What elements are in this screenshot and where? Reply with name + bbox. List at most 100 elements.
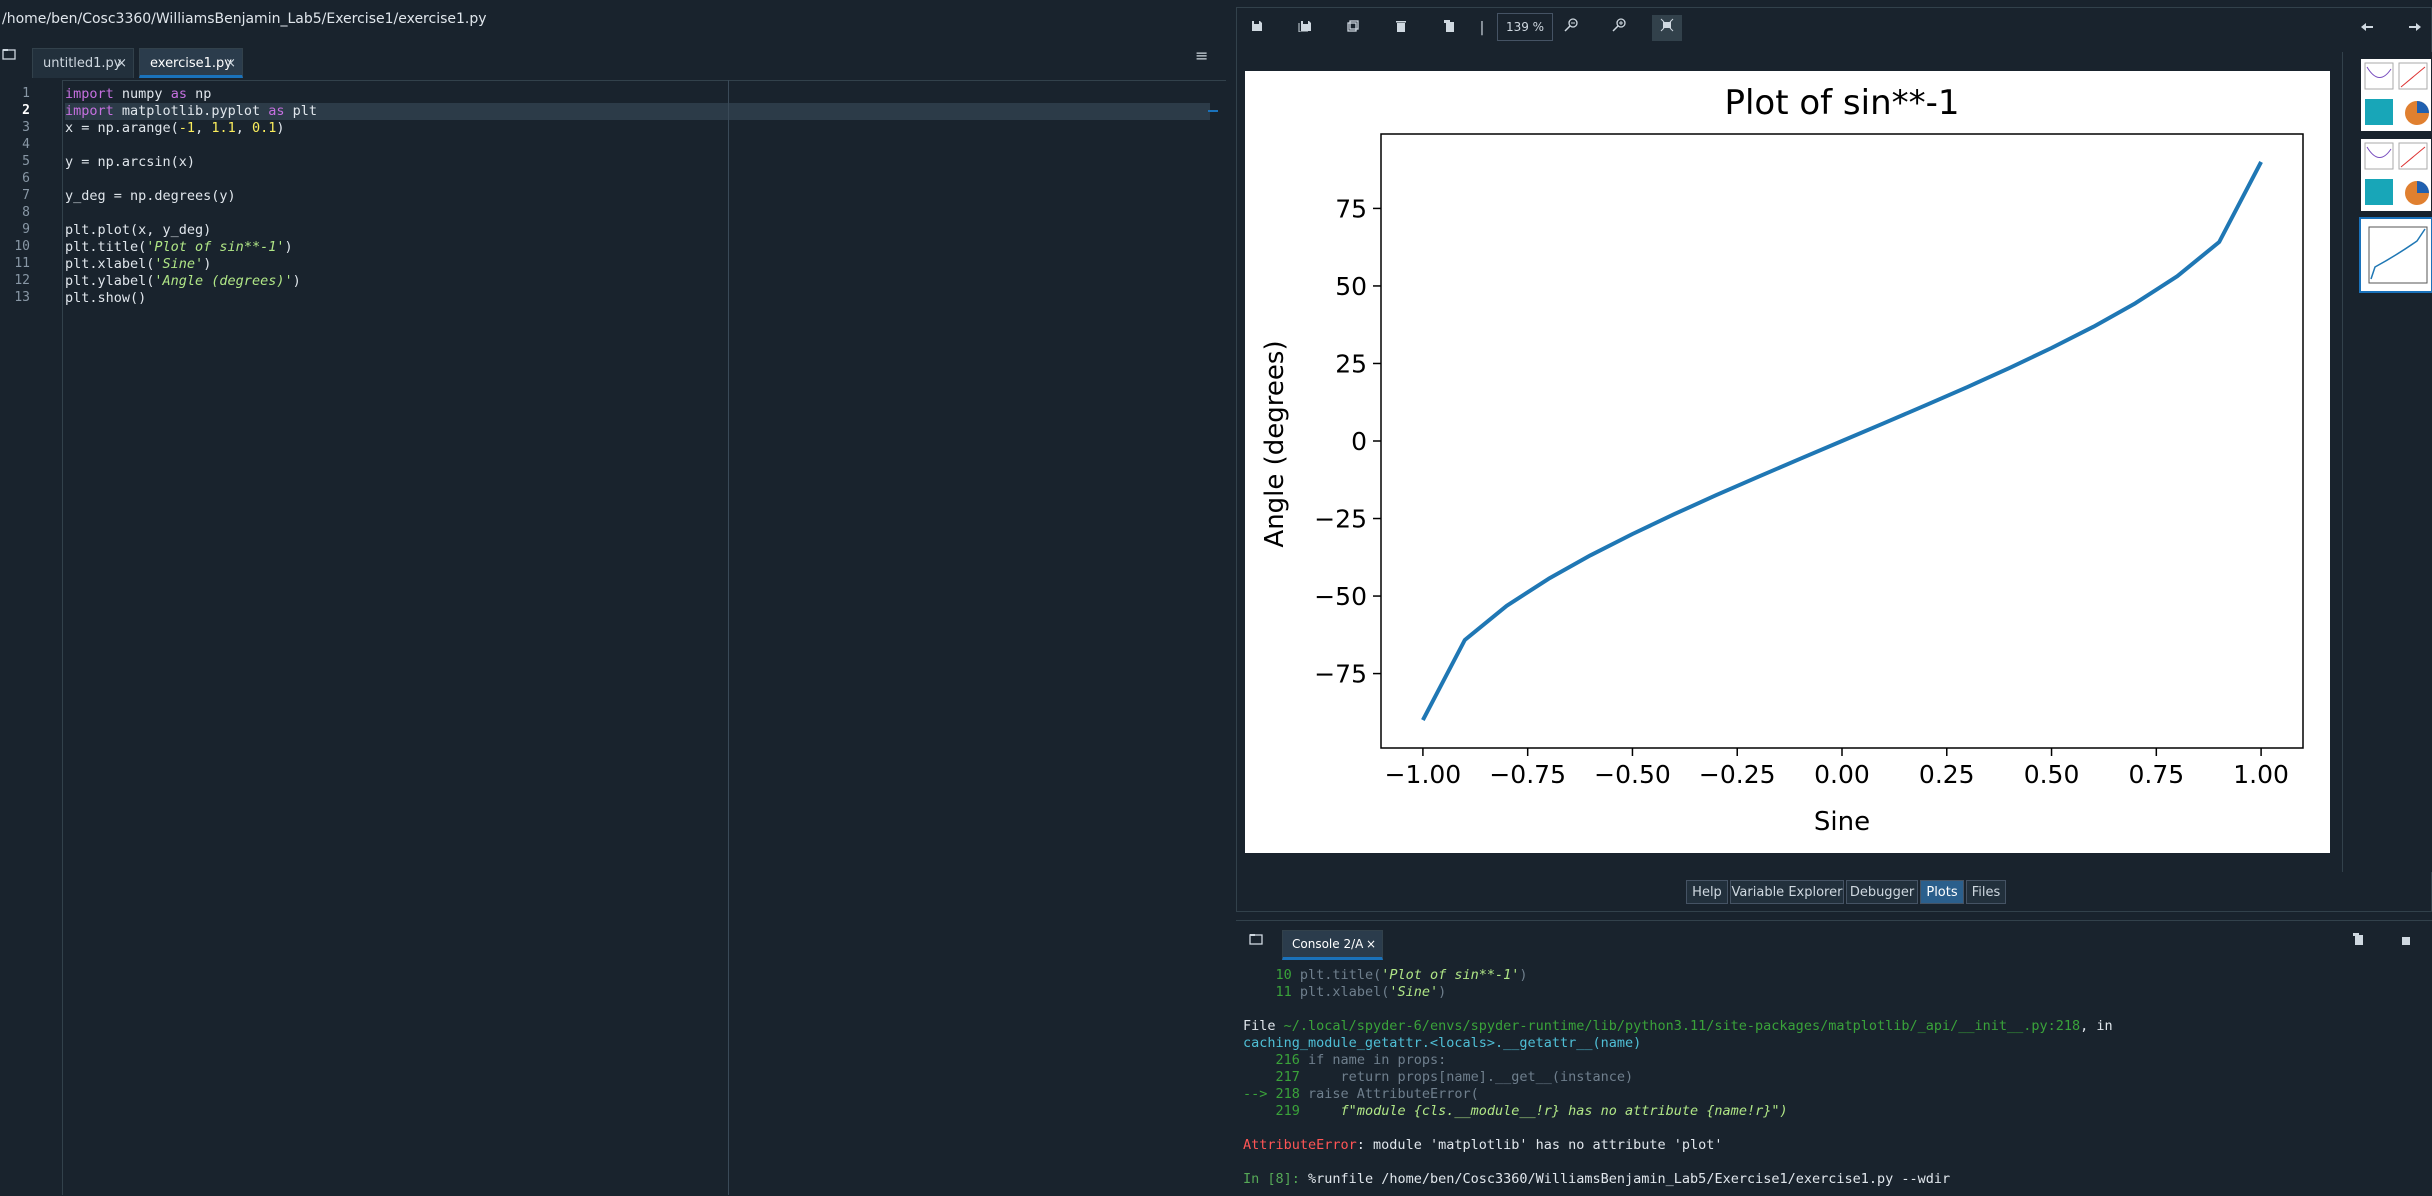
code-line[interactable]: import matplotlib.pyplot as plt	[65, 103, 1210, 120]
zoom-out-icon[interactable]	[1556, 15, 1586, 41]
next-icon[interactable]	[2400, 15, 2430, 41]
plot-thumbnail-selected[interactable]	[2359, 217, 2432, 293]
plot-thumbnail[interactable]	[2359, 137, 2432, 213]
plots-toolbar: |	[1236, 7, 2432, 49]
line-number: 3	[22, 120, 30, 135]
y-tick-label: −75	[1314, 660, 1367, 689]
line-number: 2	[22, 103, 30, 118]
tab-console[interactable]: Console 2/A ×	[1282, 930, 1383, 960]
delete-all-icon[interactable]	[1434, 15, 1464, 41]
code-line[interactable]: plt.plot(x, y_deg)	[65, 222, 212, 238]
console-line: 10 plt.title('Plot of sin**-1')	[1275, 967, 1528, 983]
line-number: 6	[22, 171, 30, 186]
code-line[interactable]: plt.ylabel('Angle (degrees)')	[65, 273, 301, 289]
plot-thumbnail[interactable]	[2359, 57, 2432, 133]
line-number: 9	[22, 222, 30, 237]
code-line[interactable]: y_deg = np.degrees(y)	[65, 188, 236, 204]
y-tick-label: 0	[1351, 427, 1367, 456]
code-line[interactable]: plt.xlabel('Sine')	[65, 256, 212, 272]
plot-thumbnails	[2342, 52, 2432, 872]
separator: |	[1479, 20, 1485, 36]
tab-plots[interactable]: Plots	[1920, 880, 1964, 904]
x-tick-label: −1.00	[1385, 760, 1462, 789]
console-line: 219 f"module {cls.__module__!r} has no a…	[1275, 1103, 1788, 1119]
fit-icon[interactable]	[1652, 15, 1682, 41]
file-path: /home/ben/Cosc3360/WilliamsBenjamin_Lab5…	[2, 11, 487, 27]
line-number: 7	[22, 188, 30, 203]
x-tick-label: 0.00	[1814, 760, 1870, 789]
x-axis-label: Sine	[1814, 807, 1870, 837]
close-icon[interactable]: ×	[1365, 937, 1376, 951]
line-number: 5	[22, 154, 30, 169]
close-icon[interactable]: ×	[225, 56, 236, 71]
x-tick-label: −0.75	[1489, 760, 1566, 789]
line-chart: Plot of sin**-1 Sine Angle (degrees) −1.…	[1260, 83, 2304, 837]
x-tick-label: 0.50	[2024, 760, 2080, 789]
line-number: 13	[14, 290, 30, 305]
save-all-icon[interactable]	[1290, 15, 1320, 41]
tab-label: Console 2/A	[1292, 937, 1364, 951]
y-tick-label: 50	[1335, 272, 1367, 301]
options-menu-icon[interactable]: ≡	[1195, 46, 1209, 65]
line-number: 1	[22, 86, 30, 101]
console-line: --> 218 raise AttributeError(	[1243, 1086, 1479, 1102]
code-line[interactable]: plt.title('Plot of sin**-1')	[65, 239, 293, 255]
edge-line	[728, 80, 729, 1195]
browse-tabs-icon[interactable]	[2, 48, 18, 62]
scroll-marker	[1208, 110, 1218, 112]
tab-untitled1[interactable]: untitled1.py ×	[32, 48, 134, 78]
line-number-gutter: 1 2 3 4 5 6 7 8 9 10 11 12 13	[0, 80, 63, 1195]
console-error-line: AttributeError: module 'matplotlib' has …	[1243, 1137, 1723, 1153]
tab-label: exercise1.py	[150, 56, 232, 71]
y-axis-label: Angle (degrees)	[1260, 340, 1290, 547]
series-line	[1421, 160, 2263, 722]
stop-icon[interactable]	[2401, 934, 2411, 950]
copy-icon[interactable]	[1338, 15, 1368, 41]
y-tick-label: −25	[1314, 505, 1367, 534]
console-line: File ~/.local/spyder-6/envs/spyder-runti…	[1243, 1018, 2113, 1034]
copy-icon[interactable]	[2352, 933, 2364, 949]
plot-figure: Plot of sin**-1 Sine Angle (degrees) −1.…	[1245, 71, 2330, 853]
tab-label: untitled1.py	[43, 56, 122, 71]
code-line[interactable]: import numpy as np	[65, 86, 212, 102]
console-line: 217 return props[name].__get__(instance)	[1275, 1069, 1634, 1085]
file-path-bar: /home/ben/Cosc3360/WilliamsBenjamin_Lab5…	[0, 0, 1226, 35]
zoom-in-icon[interactable]	[1604, 15, 1634, 41]
x-tick-label: −0.25	[1699, 760, 1776, 789]
y-tick-label: 25	[1335, 349, 1367, 378]
chart-title: Plot of sin**-1	[1724, 83, 1959, 123]
code-line[interactable]: plt.show()	[65, 290, 147, 306]
browse-tabs-icon[interactable]	[1249, 933, 1263, 949]
console-line: 11 plt.xlabel('Sine')	[1275, 984, 1447, 1000]
ipython-console-panel	[1236, 920, 2432, 1196]
y-tick-label: −50	[1314, 582, 1367, 611]
console-prompt[interactable]: In [8]: %runfile /home/ben/Cosc3360/Will…	[1243, 1171, 1951, 1187]
line-number: 11	[14, 256, 30, 271]
close-icon[interactable]: ×	[116, 56, 127, 71]
zoom-level-field[interactable]: 139 %	[1497, 13, 1553, 41]
editor-panel	[0, 34, 1226, 1195]
code-editor[interactable]: import numpy as np import matplotlib.pypl…	[63, 80, 1213, 1195]
x-tick-label: −0.50	[1594, 760, 1671, 789]
tab-variable-explorer[interactable]: Variable Explorer	[1730, 880, 1844, 904]
x-tick-label: 0.75	[2128, 760, 2184, 789]
previous-icon[interactable]	[2352, 15, 2382, 41]
code-line[interactable]: x = np.arange(-1, 1.1, 0.1)	[65, 120, 285, 136]
code-line[interactable]: y = np.arcsin(x)	[65, 154, 196, 170]
x-tick-label: 1.00	[2233, 760, 2289, 789]
console-line: 216 if name in props:	[1275, 1052, 1447, 1068]
tab-exercise1[interactable]: exercise1.py ×	[139, 48, 243, 78]
line-number: 12	[14, 273, 30, 288]
tab-help[interactable]: Help	[1686, 880, 1728, 904]
save-icon[interactable]	[1242, 15, 1272, 41]
line-number: 8	[22, 205, 30, 220]
y-tick-label: 75	[1335, 194, 1367, 223]
line-number: 4	[22, 137, 30, 152]
x-tick-label: 0.25	[1919, 760, 1975, 789]
editor-tab-bar: untitled1.py × exercise1.py × ≡	[0, 44, 1226, 81]
console-line: caching_module_getattr.<locals>.__getatt…	[1243, 1035, 1642, 1051]
tab-files[interactable]: Files	[1966, 880, 2006, 904]
line-number: 10	[14, 239, 30, 254]
tab-debugger[interactable]: Debugger	[1846, 880, 1918, 904]
delete-icon[interactable]	[1386, 15, 1416, 41]
